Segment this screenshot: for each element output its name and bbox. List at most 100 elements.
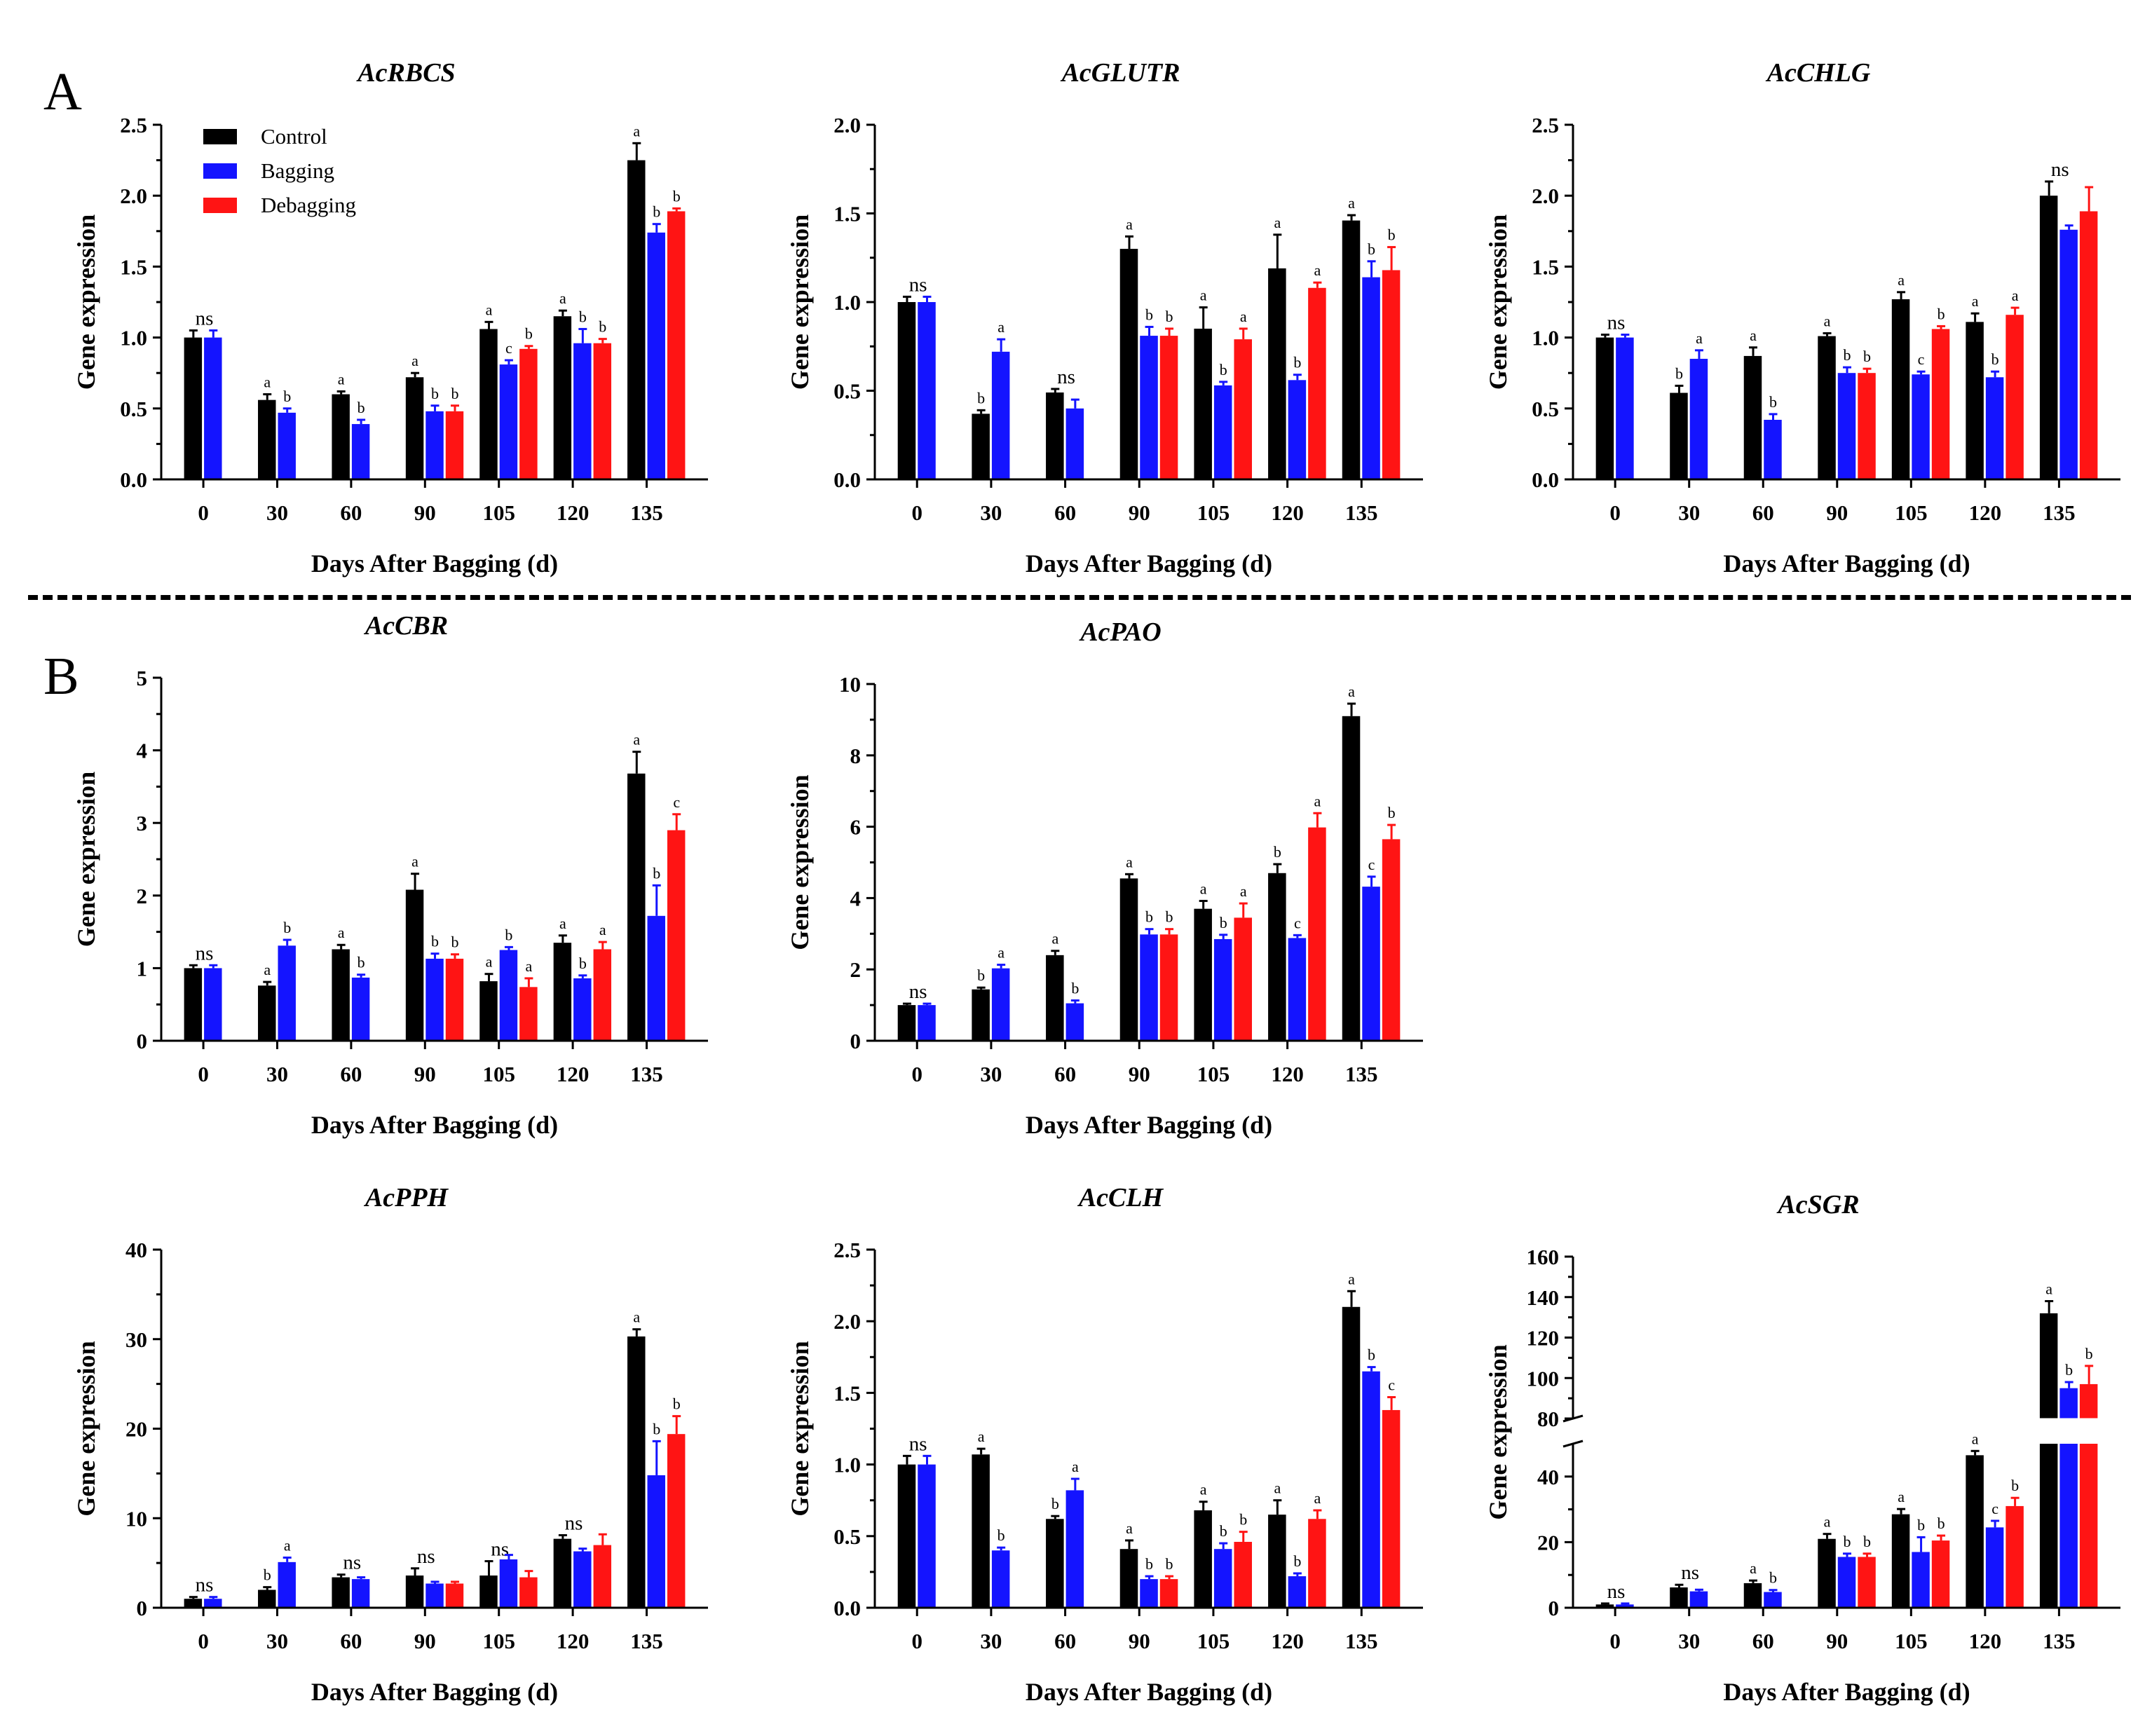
bar (1670, 1587, 1688, 1608)
chart-title: AcSGR (1776, 1190, 1859, 1219)
significance-label: b (283, 388, 291, 405)
significance-label: ns (196, 942, 214, 964)
x-tick-label: 60 (340, 1629, 362, 1653)
x-tick-label: 105 (1197, 500, 1230, 525)
significance-label: a (1696, 329, 1703, 347)
legend-label: Bagging (261, 158, 335, 183)
significance-label: ns (909, 980, 927, 1003)
bar (1268, 1515, 1286, 1608)
bar (405, 377, 424, 479)
significance-label: b (1675, 364, 1683, 382)
bar (573, 343, 592, 479)
significance-label: a (1240, 882, 1247, 900)
x-tick-label: 120 (1969, 1629, 2002, 1653)
bar (1159, 934, 1178, 1041)
bar (1912, 374, 1930, 479)
y-tick-label: 40 (125, 1238, 147, 1262)
bar (1689, 1591, 1708, 1608)
bar (897, 1464, 916, 1608)
significance-label: a (2012, 287, 2019, 304)
bar (593, 949, 612, 1041)
y-tick-label: 4 (137, 739, 148, 763)
legend-label: Control (261, 123, 327, 149)
bar (332, 949, 350, 1041)
bar (258, 985, 276, 1041)
bar (351, 977, 370, 1041)
significance-label: b (599, 318, 606, 336)
significance-label: a (997, 318, 1005, 336)
significance-label: a (486, 301, 493, 318)
y-tick-label: 1.5 (1532, 254, 1559, 279)
x-axis-label: Days After Bagging (d) (311, 1111, 558, 1139)
y-tick-label: 4 (850, 886, 862, 910)
x-tick-label: 0 (198, 1062, 209, 1086)
bar (667, 1434, 686, 1608)
y-tick-label: 1 (137, 956, 148, 980)
significance-label: a (411, 352, 418, 369)
y-tick-label: 0.5 (1532, 397, 1559, 421)
significance-label: a (1051, 930, 1058, 948)
significance-label: a (1200, 287, 1207, 304)
y-tick-label: 120 (1527, 1326, 1560, 1351)
y-tick-label: 3 (137, 811, 148, 835)
x-tick-label: 135 (1345, 500, 1378, 525)
bar (1858, 1557, 1876, 1608)
significance-label: b (1368, 1346, 1375, 1364)
y-tick-label: 2.0 (833, 1309, 861, 1334)
y-axis-label: Gene expression (72, 772, 100, 947)
bar (1308, 287, 1326, 479)
bar (1213, 1549, 1232, 1608)
bar (1837, 1557, 1856, 1608)
significance-label: c (673, 793, 680, 811)
significance-label: b (1220, 914, 1227, 931)
y-tick-label: 6 (850, 815, 862, 840)
bar (184, 968, 203, 1041)
bar (1764, 419, 1782, 479)
bar (1931, 1540, 1950, 1608)
significance-label: b (357, 954, 365, 971)
bar (479, 329, 498, 479)
bar (991, 1550, 1010, 1608)
y-tick-label: 8 (850, 744, 862, 768)
bar (1342, 716, 1361, 1041)
significance-label: a (633, 122, 640, 139)
y-tick-label: 0 (1548, 1596, 1560, 1620)
significance-label: b (653, 864, 660, 882)
bar (918, 302, 936, 479)
x-tick-label: 0 (911, 1062, 922, 1086)
section-divider (28, 595, 2131, 600)
bar (445, 958, 464, 1041)
bar (204, 337, 222, 479)
significance-label: a (559, 289, 566, 307)
bar (2079, 1444, 2098, 1608)
significance-label: b (1145, 908, 1153, 926)
bar (332, 394, 350, 479)
bar (553, 943, 572, 1041)
x-axis-label: Days After Bagging (d) (311, 1678, 558, 1706)
significance-label: a (1898, 271, 1905, 289)
x-tick-label: 120 (557, 500, 590, 525)
significance-label: a (1200, 1481, 1207, 1498)
significance-label: a (411, 853, 418, 870)
x-tick-label: 60 (1752, 500, 1774, 525)
x-tick-label: 30 (266, 1062, 288, 1086)
bar (1382, 1409, 1401, 1608)
significance-label: c (1991, 1500, 1998, 1517)
bar (425, 411, 444, 479)
bar (1065, 1490, 1084, 1608)
y-tick-label: 2.0 (833, 113, 861, 137)
y-axis-label: Gene expression (786, 214, 814, 390)
significance-label: b (1166, 908, 1173, 926)
y-tick-label: 0.5 (120, 397, 147, 421)
bar (1268, 268, 1286, 479)
y-tick-label: 0.0 (833, 467, 861, 492)
significance-label: a (1750, 1559, 1757, 1577)
x-tick-label: 135 (2043, 500, 2076, 525)
significance-label: b (579, 955, 587, 972)
significance-label: c (1294, 914, 1301, 931)
x-tick-label: 120 (557, 1629, 590, 1653)
significance-label: a (997, 944, 1005, 962)
bar (519, 1577, 538, 1608)
legend: Control Bagging Debagging (203, 119, 356, 222)
